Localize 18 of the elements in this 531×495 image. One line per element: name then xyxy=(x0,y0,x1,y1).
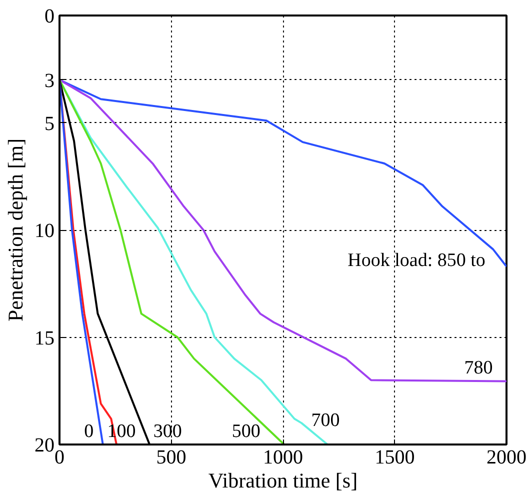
y-tick-label: 10 xyxy=(34,220,54,242)
x-tick-label: 500 xyxy=(156,446,186,468)
series-label: 0 xyxy=(84,421,94,442)
series-label: 300 xyxy=(153,421,182,442)
y-tick-label: 5 xyxy=(44,112,54,135)
y-tick-label: 15 xyxy=(34,327,54,350)
x-axis-title: Vibration time [s] xyxy=(208,468,358,492)
x-tick-label: 1500 xyxy=(374,446,415,468)
y-axis-title: Penetration depth [m] xyxy=(4,138,28,322)
series-label: 500 xyxy=(232,421,260,442)
series-label: 700 xyxy=(311,410,340,431)
x-tick-label: 2000 xyxy=(486,446,526,468)
x-tick-label: 1000 xyxy=(263,446,303,468)
series-label: 780 xyxy=(464,358,493,379)
series-label: Hook load: 850 to xyxy=(348,250,486,271)
y-tick-label: 3 xyxy=(44,70,54,92)
y-tick-label: 0 xyxy=(44,6,54,28)
y-tick-label: 20 xyxy=(34,434,54,456)
